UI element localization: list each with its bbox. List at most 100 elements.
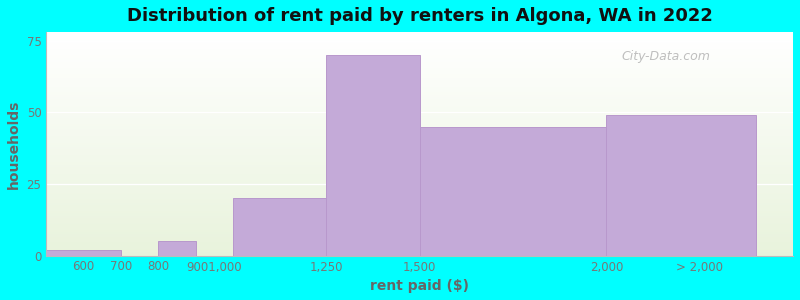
Bar (46, 135, 793, 136)
Bar (46, 186, 793, 188)
Bar (46, 102, 793, 104)
Bar (46, 45, 793, 46)
Bar (46, 56, 793, 58)
Bar (46, 190, 793, 192)
Bar (46, 41, 793, 42)
Bar (46, 198, 793, 200)
Bar (46, 197, 793, 199)
Title: Distribution of rent paid by renters in Algona, WA in 2022: Distribution of rent paid by renters in … (126, 7, 713, 25)
Bar (46, 194, 793, 195)
Bar (46, 253, 793, 254)
Bar (46, 254, 793, 256)
Bar (46, 147, 793, 148)
Bar (46, 122, 793, 124)
Bar (606, 115, 756, 256)
Bar (46, 58, 793, 59)
Bar (46, 158, 793, 160)
Bar (326, 55, 420, 256)
Bar (46, 127, 793, 128)
Bar (46, 229, 793, 230)
Bar (46, 172, 793, 174)
Bar (46, 74, 793, 76)
Bar (46, 60, 793, 61)
Bar (46, 116, 793, 117)
Bar (46, 83, 793, 85)
Bar (46, 103, 793, 105)
Bar (46, 89, 793, 90)
Bar (46, 119, 793, 120)
Bar (46, 223, 793, 224)
Bar (46, 78, 793, 79)
Bar (46, 242, 793, 243)
Bar (46, 64, 793, 66)
Bar (46, 159, 793, 160)
Bar (46, 152, 793, 153)
Bar (46, 174, 793, 175)
Bar (46, 35, 793, 37)
Bar (46, 168, 793, 169)
Bar (46, 183, 793, 184)
Bar (46, 38, 793, 39)
Bar (46, 154, 793, 155)
Bar (46, 241, 793, 242)
Bar (46, 104, 793, 106)
Bar (420, 127, 606, 256)
Bar (46, 231, 793, 232)
Bar (46, 152, 793, 154)
Bar (46, 91, 793, 92)
Bar (46, 40, 793, 41)
Bar (46, 73, 793, 74)
Bar (46, 184, 793, 185)
Bar (46, 129, 793, 130)
Bar (46, 169, 793, 171)
Bar (46, 53, 793, 54)
Bar (46, 240, 793, 241)
Bar (46, 130, 793, 132)
Bar (46, 108, 793, 109)
Bar (46, 204, 793, 205)
Bar (46, 109, 793, 110)
Bar (46, 76, 793, 78)
Bar (46, 214, 793, 215)
Bar (46, 52, 793, 53)
Bar (46, 175, 793, 176)
Bar (46, 120, 793, 122)
Bar (46, 245, 793, 247)
Bar (46, 215, 793, 217)
Bar (46, 213, 793, 214)
Bar (46, 146, 793, 147)
Bar (46, 187, 793, 189)
Bar (46, 82, 793, 83)
Bar (46, 181, 793, 182)
Bar (46, 34, 793, 35)
Bar (46, 232, 793, 233)
X-axis label: rent paid ($): rent paid ($) (370, 279, 469, 293)
Bar (46, 71, 793, 72)
Bar (46, 212, 793, 213)
Bar (46, 100, 793, 101)
Bar (46, 148, 793, 149)
Bar (46, 216, 793, 217)
Bar (46, 149, 793, 151)
Bar (46, 139, 793, 140)
Bar (46, 165, 793, 166)
Bar (46, 176, 793, 177)
Bar (46, 205, 793, 206)
Bar (46, 155, 793, 156)
Bar (46, 136, 793, 137)
Bar (233, 198, 326, 256)
Bar (46, 160, 793, 162)
Bar (46, 246, 793, 248)
Bar (46, 107, 793, 108)
Bar (46, 95, 793, 97)
Bar (46, 222, 793, 223)
Bar (46, 115, 793, 116)
Bar (46, 128, 793, 129)
Bar (46, 156, 793, 157)
Bar (46, 90, 793, 91)
Bar (46, 51, 793, 52)
Bar (46, 243, 793, 244)
Bar (46, 220, 793, 221)
Bar (46, 86, 793, 88)
Bar (46, 209, 793, 211)
